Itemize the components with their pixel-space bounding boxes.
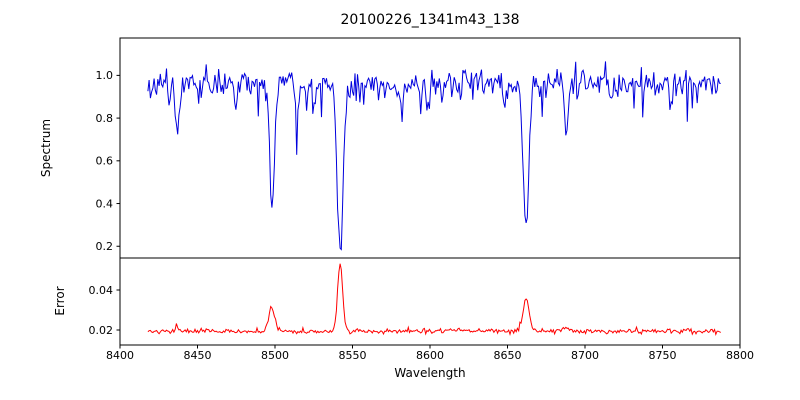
x-tick-label: 8550 bbox=[339, 349, 367, 362]
y-tick-label: 0.4 bbox=[96, 197, 114, 210]
error-line bbox=[147, 263, 722, 337]
panel-border-error bbox=[119, 257, 741, 346]
y-tick-label: 1.0 bbox=[96, 69, 114, 82]
spectrum-line bbox=[147, 61, 721, 251]
y-tick-label: 0.04 bbox=[89, 284, 114, 297]
x-tick-label: 8500 bbox=[261, 349, 289, 362]
x-tick-label: 8400 bbox=[106, 349, 134, 362]
y-tick-label: 0.02 bbox=[89, 324, 114, 337]
x-tick-label: 8750 bbox=[649, 349, 677, 362]
y-tick-label: 0.2 bbox=[96, 240, 114, 253]
panel-border-spectrum bbox=[119, 37, 741, 259]
x-tick-label: 8600 bbox=[416, 349, 444, 362]
y-tick-label: 0.6 bbox=[96, 155, 114, 168]
x-tick-label: 8800 bbox=[726, 349, 754, 362]
chart-title: 20100226_1341m43_138 bbox=[340, 12, 520, 28]
x-axis-label: Wavelength bbox=[394, 366, 466, 380]
x-tick-label: 8700 bbox=[571, 349, 599, 362]
x-tick-label: 8450 bbox=[184, 349, 212, 362]
y-tick-label: 0.8 bbox=[96, 112, 114, 125]
x-tick-label: 8650 bbox=[494, 349, 522, 362]
